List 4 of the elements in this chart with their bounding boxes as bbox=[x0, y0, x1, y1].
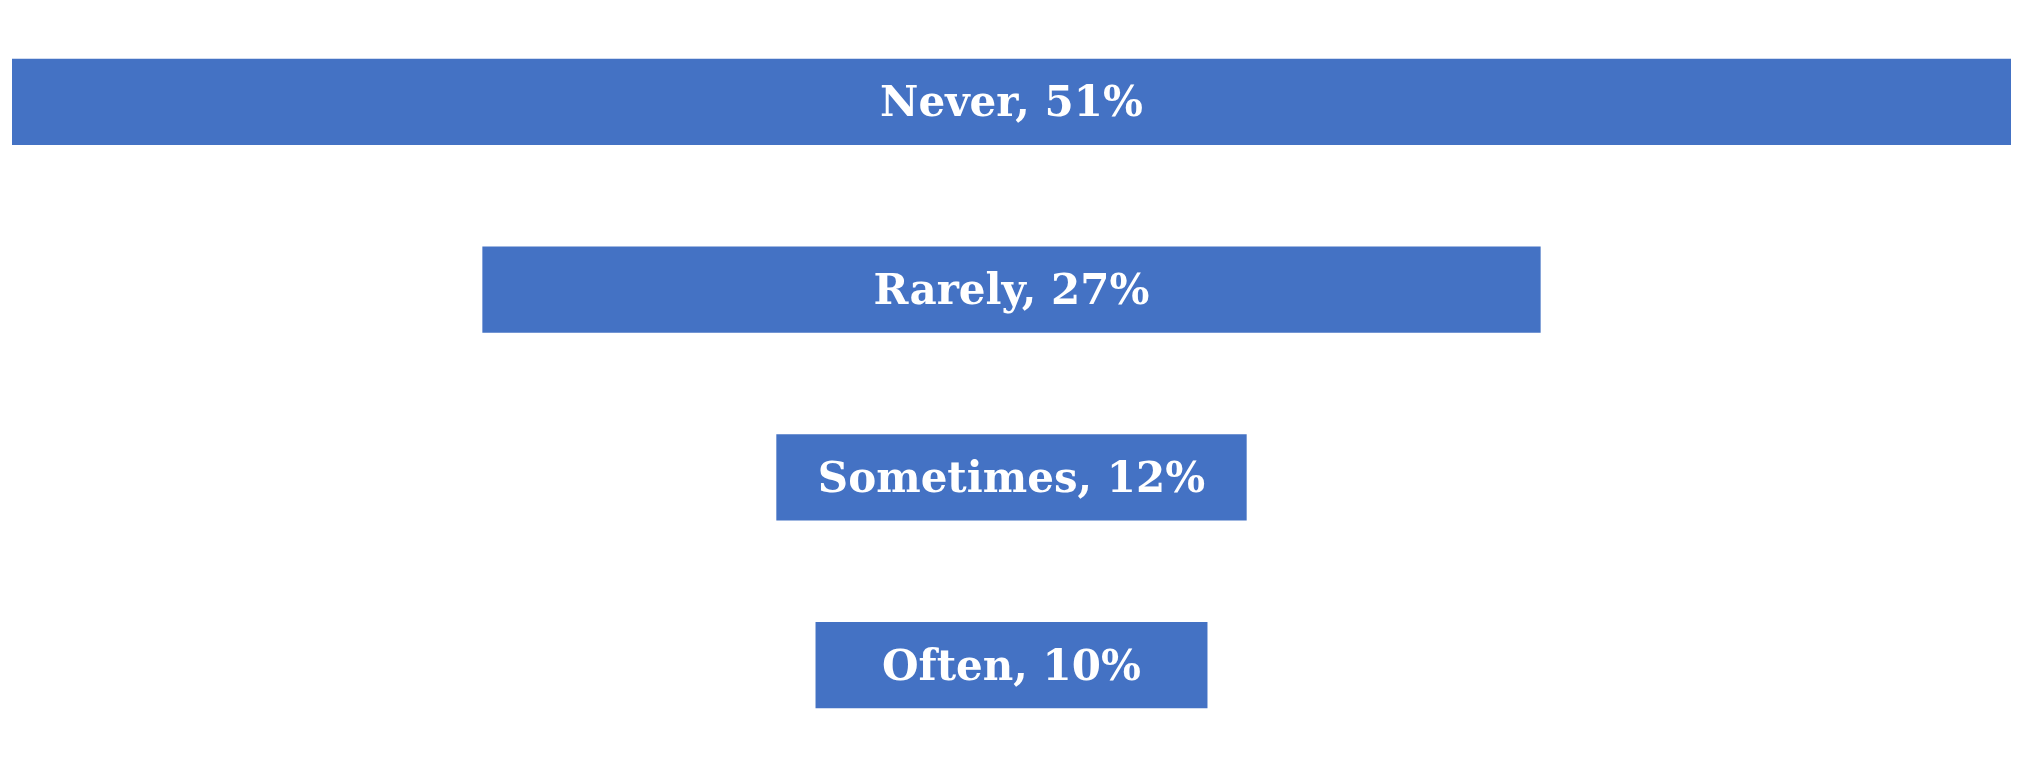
data-label: Rarely, 27% bbox=[873, 265, 1150, 315]
data-label: Sometimes, 12% bbox=[817, 452, 1206, 502]
data-label: Often, 10% bbox=[882, 640, 1141, 690]
data-label: Never, 51% bbox=[880, 77, 1143, 127]
